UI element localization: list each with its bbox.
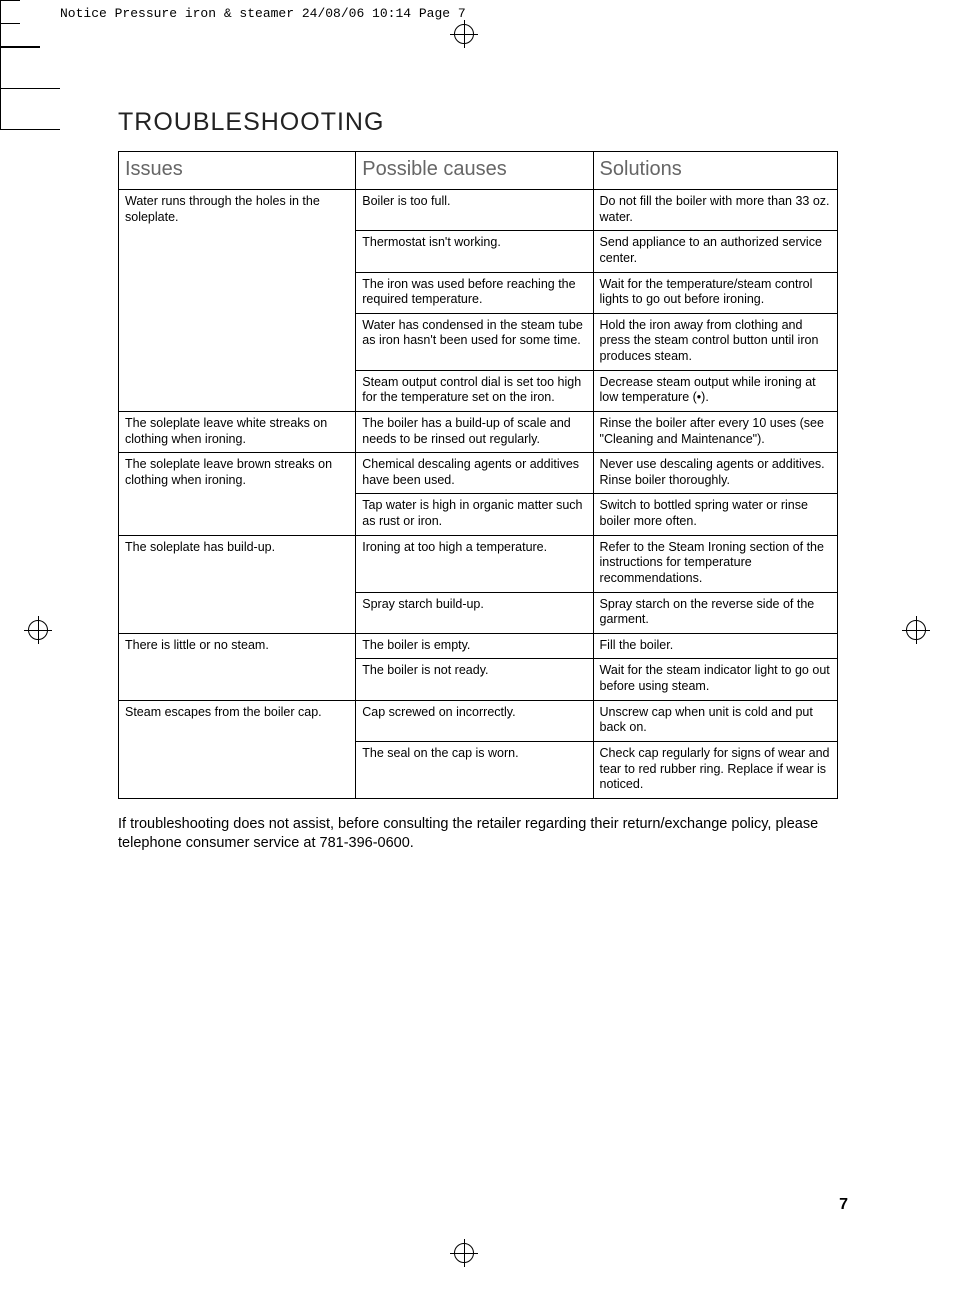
cell-solution: Decrease steam output while ironing at l… [593, 370, 837, 411]
page-content: TROUBLESHOOTING Issues Possible causes S… [118, 108, 838, 854]
cell-issue: The soleplate leave white streaks on clo… [119, 411, 356, 452]
print-header: Notice Pressure iron & steamer 24/08/06 … [60, 6, 466, 21]
crop-mark [0, 0, 20, 1]
cell-solution: Wait for the temperature/steam control l… [593, 272, 837, 313]
crop-mark [0, 24, 1, 46]
cell-cause: Chemical descaling agents or additives h… [356, 453, 593, 494]
cell-solution: Rinse the boiler after every 10 uses (se… [593, 411, 837, 452]
cell-cause: Boiler is too full. [356, 190, 593, 231]
col-header-causes: Possible causes [356, 152, 593, 190]
registration-mark-icon [24, 616, 52, 644]
registration-mark-icon [902, 616, 930, 644]
page-number: 7 [839, 1196, 848, 1214]
cell-cause: Water has condensed in the steam tube as… [356, 313, 593, 370]
cell-solution: Wait for the steam indicator light to go… [593, 659, 837, 700]
table-row: The soleplate leave brown streaks on clo… [119, 453, 838, 494]
crop-mark [0, 129, 60, 130]
cell-cause: The seal on the cap is worn. [356, 741, 593, 798]
crop-mark [0, 23, 20, 24]
cell-solution: Refer to the Steam Ironing section of th… [593, 535, 837, 592]
cell-cause: Cap screwed on incorrectly. [356, 700, 593, 741]
footnote-text: If troubleshooting does not assist, befo… [118, 815, 838, 854]
cell-cause: Steam output control dial is set too hig… [356, 370, 593, 411]
cell-issue: Steam escapes from the boiler cap. [119, 700, 356, 798]
table-row: The soleplate has build-up.Ironing at to… [119, 535, 838, 592]
cell-solution: Never use descaling agents or additives.… [593, 453, 837, 494]
table-body: Water runs through the holes in the sole… [119, 190, 838, 799]
cell-solution: Switch to bottled spring water or rinse … [593, 494, 837, 535]
cell-solution: Unscrew cap when unit is cold and put ba… [593, 700, 837, 741]
cell-solution: Fill the boiler. [593, 633, 837, 659]
troubleshooting-table: Issues Possible causes Solutions Water r… [118, 151, 838, 799]
crop-mark [0, 1, 1, 23]
table-row: Water runs through the holes in the sole… [119, 190, 838, 231]
crop-mark [0, 47, 40, 48]
table-header-row: Issues Possible causes Solutions [119, 152, 838, 190]
crop-mark [0, 88, 60, 89]
cell-cause: The iron was used before reaching the re… [356, 272, 593, 313]
table-row: There is little or no steam.The boiler i… [119, 633, 838, 659]
cell-cause: Thermostat isn't working. [356, 231, 593, 272]
cell-issue: There is little or no steam. [119, 633, 356, 700]
registration-mark-icon [450, 1239, 478, 1267]
cell-solution: Send appliance to an authorized service … [593, 231, 837, 272]
crop-mark [0, 89, 1, 129]
cell-solution: Do not fill the boiler with more than 33… [593, 190, 837, 231]
crop-mark [0, 48, 1, 88]
table-row: The soleplate leave white streaks on clo… [119, 411, 838, 452]
cell-solution: Hold the iron away from clothing and pre… [593, 313, 837, 370]
col-header-solutions: Solutions [593, 152, 837, 190]
col-header-issues: Issues [119, 152, 356, 190]
cell-cause: The boiler is not ready. [356, 659, 593, 700]
cell-cause: Ironing at too high a temperature. [356, 535, 593, 592]
registration-mark-icon [450, 20, 478, 48]
cell-cause: The boiler is empty. [356, 633, 593, 659]
table-row: Steam escapes from the boiler cap.Cap sc… [119, 700, 838, 741]
cell-solution: Check cap regularly for signs of wear an… [593, 741, 837, 798]
cell-issue: The soleplate leave brown streaks on clo… [119, 453, 356, 536]
section-title: TROUBLESHOOTING [118, 108, 838, 137]
cell-issue: The soleplate has build-up. [119, 535, 356, 633]
cell-solution: Spray starch on the reverse side of the … [593, 592, 837, 633]
cell-issue: Water runs through the holes in the sole… [119, 190, 356, 412]
cell-cause: Spray starch build-up. [356, 592, 593, 633]
cell-cause: The boiler has a build-up of scale and n… [356, 411, 593, 452]
cell-cause: Tap water is high in organic matter such… [356, 494, 593, 535]
